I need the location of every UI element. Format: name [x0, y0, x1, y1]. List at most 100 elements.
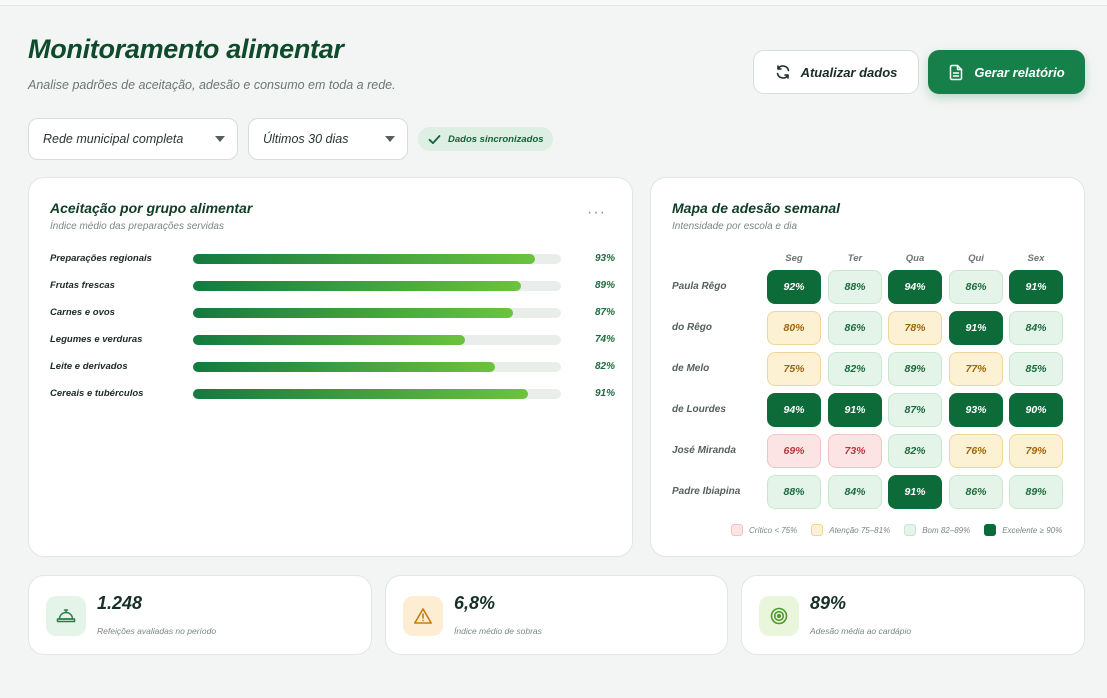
document-icon — [950, 64, 963, 80]
school-label: Padre Ibiapina — [672, 486, 741, 497]
heatmap-cell[interactable]: 73% — [828, 434, 882, 468]
sync-status-label: Dados sincronizados — [448, 133, 544, 145]
page-title: Monitoramento alimentar — [28, 34, 344, 64]
heatmap-subtitle: Intensidade por escola e dia — [672, 221, 798, 232]
weekly-adherence-card: Mapa de adesão semanal Intensidade por e… — [650, 177, 1085, 557]
heatmap-legend: Crítico < 75% Atenção 75–81% Bom 82–89% Exc… — [731, 524, 1070, 536]
heatmap-cell[interactable]: 86% — [828, 311, 882, 345]
legend-label: Bom 82–89% — [922, 525, 971, 535]
day-header: Seg — [785, 253, 803, 264]
heatmap-cell[interactable]: 89% — [888, 352, 942, 386]
refresh-icon — [776, 65, 789, 79]
heatmap-cell[interactable]: 90% — [1009, 393, 1063, 427]
generate-report-label: Gerar relatório — [974, 64, 1065, 80]
heatmap-cell[interactable]: 75% — [767, 352, 821, 386]
heatmap-cell[interactable]: 89% — [1009, 475, 1063, 509]
heatmap-cell[interactable]: 84% — [1009, 311, 1063, 345]
heatmap-cell[interactable]: 69% — [767, 434, 821, 468]
heatmap-cell[interactable]: 88% — [767, 475, 821, 509]
period-select-value: Últimos 30 dias — [263, 132, 349, 146]
school-label: de Melo — [672, 363, 710, 374]
bar-track — [193, 281, 561, 291]
check-icon — [428, 134, 441, 144]
heatmap-cell[interactable]: 91% — [828, 393, 882, 427]
bar-percent: 93% — [594, 253, 615, 264]
sync-status-badge: Dados sincronizados — [418, 127, 553, 151]
period-select[interactable]: Últimos 30 dias — [248, 118, 408, 160]
bar-track — [193, 362, 561, 372]
bar-track — [193, 335, 561, 345]
legend-swatch — [904, 524, 917, 536]
heatmap-cell[interactable]: 79% — [1009, 434, 1063, 468]
stat-card-meals: 1.248 Refeições avaliadas no período — [28, 575, 372, 655]
stat-label: Adesão média ao cardápio — [810, 626, 912, 636]
bar-fill — [193, 335, 466, 345]
bar-track — [193, 308, 561, 318]
food-tray-icon — [46, 596, 86, 636]
day-header: Qua — [905, 253, 925, 264]
top-divider — [0, 0, 1107, 6]
bar-label: Carnes e ovos — [50, 307, 115, 318]
acceptance-subtitle: Índice médio das preparações servidas — [50, 221, 224, 232]
generate-report-button[interactable]: Gerar relatório — [928, 50, 1085, 94]
heatmap-cell[interactable]: 91% — [1009, 270, 1063, 304]
bar-label: Leite e derivados — [50, 361, 128, 372]
day-header: Qui — [968, 253, 984, 264]
heatmap-cell[interactable]: 80% — [767, 311, 821, 345]
stat-value: 6,8% — [454, 593, 496, 613]
target-icon — [759, 596, 799, 636]
bar-percent: 87% — [594, 307, 615, 318]
heatmap-cell[interactable]: 87% — [888, 393, 942, 427]
heatmap-cell[interactable]: 91% — [949, 311, 1003, 345]
bar-label: Frutas frescas — [50, 280, 115, 291]
heatmap-cell[interactable]: 82% — [888, 434, 942, 468]
stat-label: Refeições avaliadas no período — [97, 626, 217, 636]
bar-percent: 82% — [594, 361, 615, 372]
heatmap-cell[interactable]: 94% — [888, 270, 942, 304]
heatmap-cell[interactable]: 86% — [949, 475, 1003, 509]
heatmap-cell[interactable]: 85% — [1009, 352, 1063, 386]
warning-icon — [403, 596, 443, 636]
day-header: Ter — [847, 253, 863, 264]
more-horizontal-icon[interactable]: ··· — [587, 204, 606, 221]
heatmap-cell[interactable]: 93% — [949, 393, 1003, 427]
acceptance-title: Aceitação por grupo alimentar — [50, 200, 253, 216]
legend-label: Atenção 75–81% — [829, 525, 891, 535]
heatmap-cell[interactable]: 88% — [828, 270, 882, 304]
bar-label: Preparações regionais — [50, 253, 152, 264]
heatmap-cell[interactable]: 86% — [949, 270, 1003, 304]
refresh-data-label: Atualizar dados — [800, 64, 898, 80]
heatmap-cell[interactable]: 94% — [767, 393, 821, 427]
acceptance-card: Aceitação por grupo alimentar Índice méd… — [28, 177, 633, 557]
stat-card-waste: 6,8% Índice médio de sobras — [385, 575, 728, 655]
bar-track — [193, 254, 561, 264]
heatmap-cell[interactable]: 77% — [949, 352, 1003, 386]
bar-track — [193, 389, 561, 399]
heatmap-cell[interactable]: 78% — [888, 311, 942, 345]
network-select-value: Rede municipal completa — [43, 132, 184, 146]
acceptance-bar-row: Frutas frescas 89% — [50, 279, 615, 293]
day-header: Sex — [1027, 253, 1045, 264]
bar-fill — [193, 362, 495, 372]
acceptance-bar-row: Legumes e verduras 74% — [50, 333, 615, 347]
legend-swatch — [984, 524, 997, 536]
network-select[interactable]: Rede municipal completa — [28, 118, 238, 160]
caret-down-icon — [215, 136, 225, 142]
heatmap-cell[interactable]: 91% — [888, 475, 942, 509]
heatmap-cell[interactable]: 76% — [949, 434, 1003, 468]
bar-percent: 91% — [594, 388, 615, 399]
legend-swatch — [731, 524, 743, 536]
page-subtitle: Analise padrões de aceitação, adesão e c… — [28, 78, 396, 92]
refresh-data-button[interactable]: Atualizar dados — [753, 50, 919, 94]
legend-label: Crítico < 75% — [749, 525, 798, 535]
heatmap-cell[interactable]: 92% — [767, 270, 821, 304]
heatmap-cell[interactable]: 84% — [828, 475, 882, 509]
acceptance-bar-row: Preparações regionais 93% — [50, 252, 615, 266]
bar-fill — [193, 281, 521, 291]
bar-percent: 74% — [594, 334, 615, 345]
heatmap-cell[interactable]: 82% — [828, 352, 882, 386]
bar-fill — [193, 254, 536, 264]
bar-fill — [193, 389, 528, 399]
acceptance-bar-row: Leite e derivados 82% — [50, 360, 615, 374]
legend-swatch — [811, 524, 824, 536]
